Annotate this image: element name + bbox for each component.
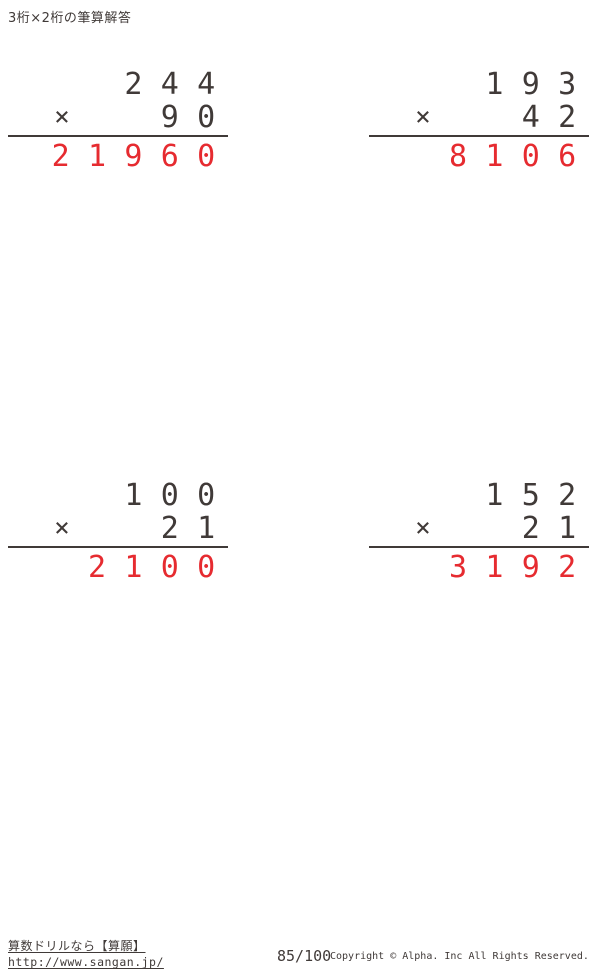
digit: 9 — [521, 550, 540, 585]
footer-links: 算数ドリルなら【算願】 http://www.sangan.jp/ — [8, 937, 164, 969]
multiply-operator: × — [54, 102, 70, 132]
multiply-operator: × — [54, 513, 70, 543]
site-url-link[interactable]: http://www.sangan.jp/ — [8, 955, 164, 969]
digit: 2 — [124, 67, 143, 102]
digit: 6 — [160, 139, 179, 174]
answer-line — [8, 135, 228, 137]
site-name-link[interactable]: 算数ドリルなら【算願】 — [8, 939, 146, 953]
answer-line — [8, 546, 228, 548]
digit: 0 — [197, 139, 216, 174]
digit: 2 — [521, 511, 540, 546]
digit: 3 — [558, 67, 577, 102]
digit: 0 — [197, 100, 216, 135]
multiply-operator: × — [415, 513, 431, 543]
digit: 5 — [521, 478, 540, 513]
digit: 2 — [160, 511, 179, 546]
digit: 4 — [160, 67, 179, 102]
digit: 8 — [449, 139, 468, 174]
digit: 2 — [88, 550, 107, 585]
digit: 1 — [124, 550, 143, 585]
multiply-operator: × — [415, 102, 431, 132]
digit: 1 — [124, 478, 143, 513]
digit: 1 — [485, 550, 504, 585]
digit: 0 — [197, 550, 216, 585]
digit: 1 — [558, 511, 577, 546]
digit: 9 — [124, 139, 143, 174]
answer-line — [369, 546, 589, 548]
digit: 1 — [88, 139, 107, 174]
digit: 4 — [197, 67, 216, 102]
page-title: 3桁×2桁の筆算解答 — [8, 11, 132, 26]
digit: 0 — [160, 478, 179, 513]
digit: 9 — [160, 100, 179, 135]
copyright-notice: Copyright © Alpha. Inc All Rights Reserv… — [330, 951, 589, 962]
digit: 1 — [485, 478, 504, 513]
digit: 2 — [558, 478, 577, 513]
digit: 9 — [521, 67, 540, 102]
digit: 1 — [485, 139, 504, 174]
page-number: 85/100 — [277, 947, 332, 965]
answer-line — [369, 135, 589, 137]
digit: 0 — [160, 550, 179, 585]
digit: 1 — [197, 511, 216, 546]
digit: 2 — [558, 550, 577, 585]
digit: 2 — [558, 100, 577, 135]
digit: 0 — [197, 478, 216, 513]
digit: 0 — [521, 139, 540, 174]
digit: 1 — [485, 67, 504, 102]
digit: 6 — [558, 139, 577, 174]
digit: 3 — [449, 550, 468, 585]
digit: 4 — [521, 100, 540, 135]
digit: 2 — [51, 139, 70, 174]
